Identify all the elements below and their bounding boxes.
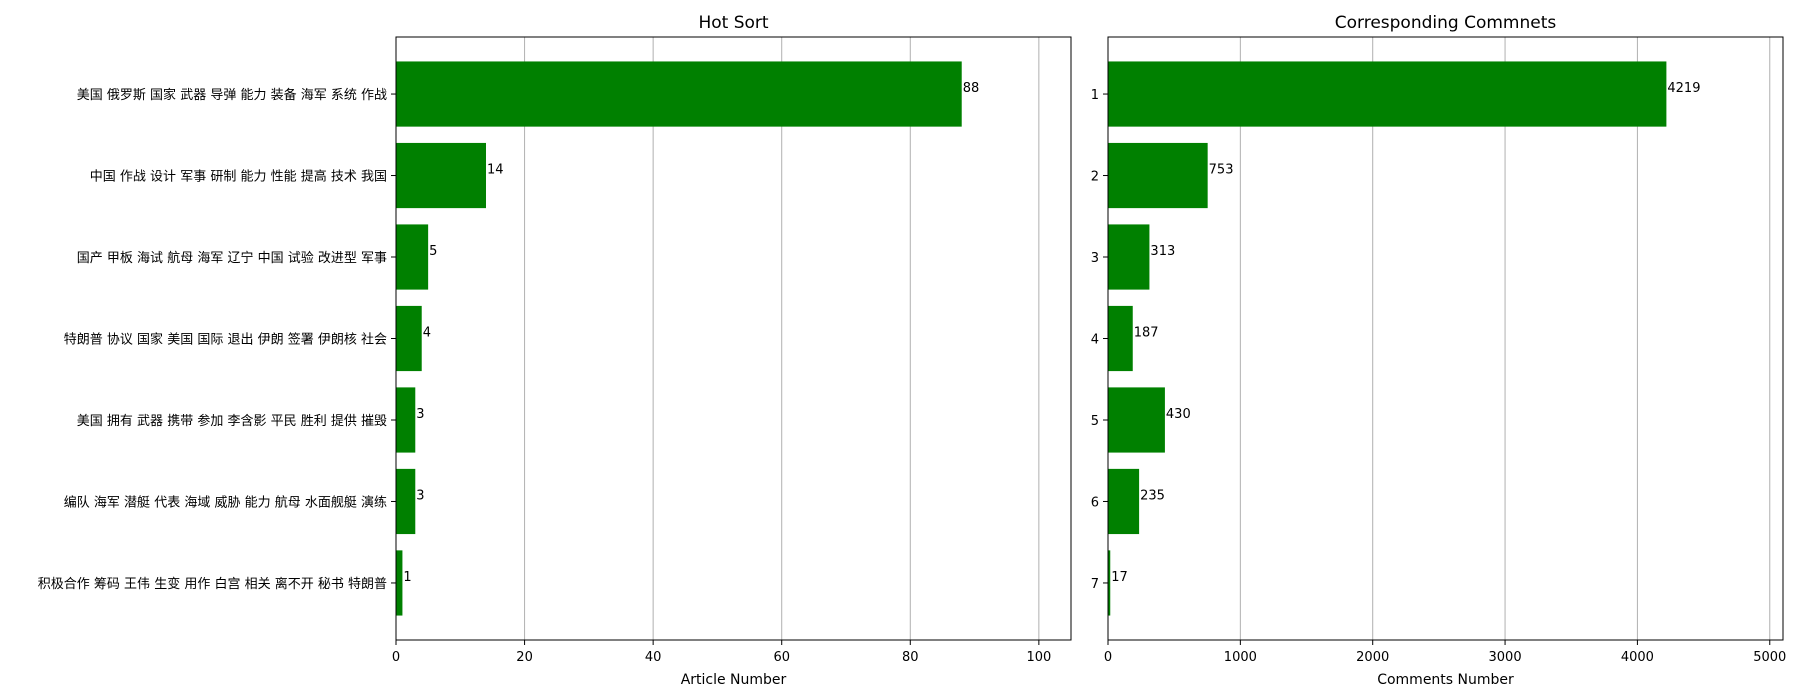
y-tick-label: 美国 拥有 武器 携带 参加 李含影 平民 胜利 提供 摧毁 — [77, 413, 387, 429]
bar-value-label: 753 — [1209, 163, 1234, 178]
bar — [396, 61, 962, 127]
x-tick-label: 20 — [516, 650, 533, 665]
bar — [1108, 387, 1165, 453]
bar — [396, 387, 416, 453]
bar — [396, 468, 416, 535]
x-axis-label: Article Number — [681, 672, 787, 688]
bar-value-label: 430 — [1166, 407, 1191, 422]
y-tick-label: 4 — [1091, 333, 1099, 348]
x-tick-label: 1000 — [1224, 650, 1257, 665]
x-tick-label: 4000 — [1621, 650, 1654, 665]
x-tick-label: 0 — [1104, 650, 1112, 665]
bar-value-label: 187 — [1134, 326, 1159, 341]
y-tick-label: 6 — [1091, 495, 1099, 510]
x-tick-label: 2000 — [1356, 650, 1389, 665]
x-tick-label: 100 — [1026, 650, 1051, 665]
y-tick-label: 7 — [1091, 577, 1099, 592]
bar — [1108, 224, 1150, 290]
y-tick-label: 中国 作战 设计 军事 研制 能力 性能 提高 技术 我国 — [90, 169, 387, 185]
bar-value-label: 88 — [963, 81, 980, 96]
x-axis-label: Comments Number — [1377, 672, 1514, 688]
chart-2: 4219 1 753 2 313 3 187 4 430 5 235 6 17 7 0 1000 2000 300… — [1091, 13, 1787, 688]
bar-value-label: 5 — [429, 244, 437, 259]
bar-value-label: 3 — [416, 407, 424, 422]
x-tick-label: 40 — [645, 650, 662, 665]
x-tick-label: 60 — [773, 650, 790, 665]
x-tick-label: 5000 — [1753, 650, 1786, 665]
bar-value-label: 1 — [403, 570, 411, 585]
y-tick-label: 1 — [1091, 88, 1099, 103]
y-tick-label: 国产 甲板 海试 航母 海军 辽宁 中国 试验 改进型 军事 — [77, 250, 387, 266]
chart-title: Corresponding Commnets — [1335, 13, 1557, 33]
bar — [396, 305, 422, 372]
y-tick-label: 编队 海军 潜艇 代表 海域 威胁 能力 航母 水面舰艇 演练 — [64, 494, 387, 510]
bar-value-label: 313 — [1150, 244, 1175, 259]
x-tick-label: 0 — [392, 650, 400, 665]
y-tick-label: 3 — [1091, 251, 1099, 266]
y-tick-label: 2 — [1091, 170, 1099, 185]
bar — [396, 224, 429, 290]
y-tick-label: 美国 俄罗斯 国家 武器 导弹 能力 装备 海军 系统 作战 — [77, 87, 387, 103]
x-tick-label: 3000 — [1489, 650, 1522, 665]
y-tick-label: 特朗普 协议 国家 美国 国际 退出 伊朗 签署 伊朗核 社会 — [64, 332, 387, 348]
bar — [1108, 305, 1133, 372]
x-tick-label: 80 — [902, 650, 919, 665]
bar-value-label: 4 — [423, 326, 431, 341]
bar — [1108, 468, 1140, 535]
bar-value-label: 4219 — [1667, 81, 1700, 96]
bar-value-label: 235 — [1140, 488, 1165, 503]
bar — [1108, 61, 1667, 127]
bar-value-label: 3 — [416, 488, 424, 503]
bar-value-label: 17 — [1111, 570, 1128, 585]
y-tick-label: 积极合作 筹码 王伟 生变 用作 白宫 相关 离不开 秘书 特朗普 — [38, 576, 387, 592]
y-tick-label: 5 — [1091, 414, 1099, 429]
bar-value-label: 14 — [487, 163, 504, 178]
bar — [396, 142, 486, 209]
bar — [1108, 142, 1208, 209]
axes-frame — [395, 36, 1072, 641]
bar — [396, 550, 403, 616]
chart-title: Hot Sort — [698, 13, 768, 33]
bar — [1108, 550, 1111, 616]
axes-frame — [1107, 36, 1784, 641]
